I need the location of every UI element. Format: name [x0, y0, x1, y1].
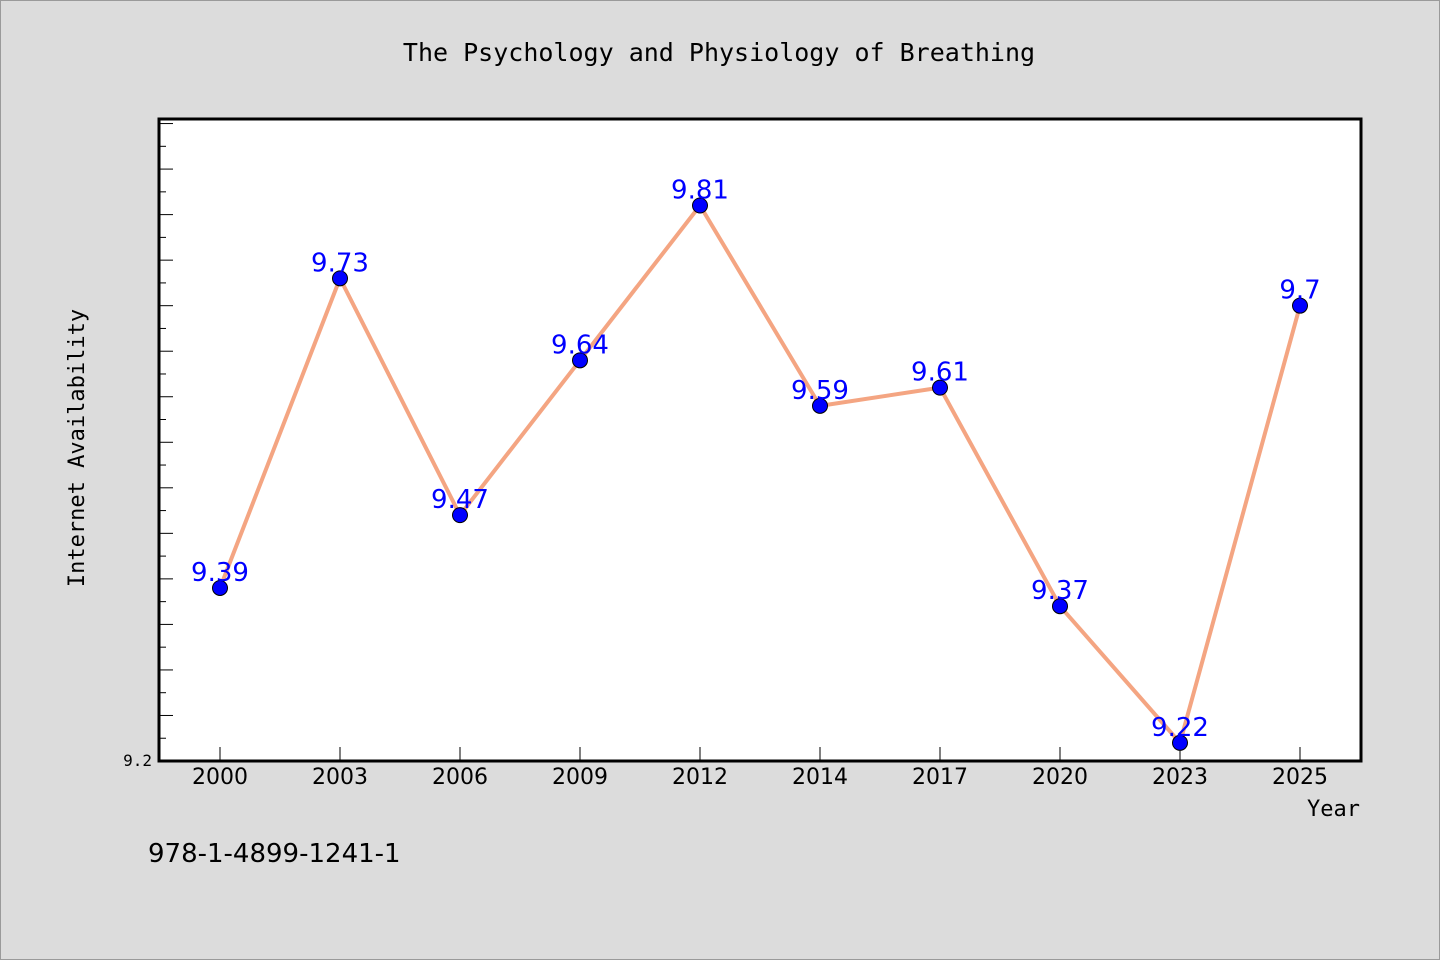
data-label: 9.59 — [791, 376, 849, 406]
data-label: 9.7 — [1279, 276, 1320, 306]
data-label: 9.73 — [311, 248, 369, 278]
data-labels: 9.39 9.73 9.47 9.64 9.81 9.59 9.61 9.37 9.22 9.7 — [191, 176, 1321, 743]
x-tick-label: 2025 — [1272, 765, 1328, 790]
x-tick-label: 2000 — [192, 765, 248, 790]
data-point — [1172, 734, 1188, 751]
data-point — [1292, 297, 1308, 314]
x-tick-label: 2020 — [1032, 765, 1088, 790]
x-axis-tick-labels: 2000 2003 2006 2009 2012 2014 2017 2020 2023 2025 — [192, 747, 1328, 790]
y-tick-label: 9.2 — [123, 751, 152, 770]
data-label: 9.81 — [671, 176, 729, 206]
x-axis-label: Year — [1307, 797, 1360, 822]
x-tick-label: 2006 — [432, 765, 488, 790]
data-label: 9.22 — [1151, 713, 1209, 743]
y-axis-ticks — [159, 123, 173, 762]
series-line — [218, 203, 1302, 745]
x-tick-label: 2017 — [912, 765, 968, 790]
y-axis-label: Internet Availability — [65, 309, 90, 587]
data-label: 9.47 — [431, 485, 489, 515]
x-tick-label: 2014 — [792, 765, 848, 790]
data-point — [812, 397, 828, 414]
caption: 978-1-4899-1241-1 — [148, 839, 401, 869]
series-1 — [212, 197, 1308, 751]
data-label: 9.37 — [1031, 576, 1089, 606]
data-point — [1052, 598, 1068, 615]
data-point — [212, 579, 228, 596]
x-tick-label: 2003 — [312, 765, 368, 790]
data-label: 9.64 — [551, 330, 609, 360]
x-tick-label: 2012 — [672, 765, 728, 790]
data-point — [692, 197, 708, 214]
data-label: 9.39 — [191, 558, 249, 588]
data-label: 9.61 — [911, 358, 969, 388]
data-point — [452, 507, 468, 524]
x-tick-label: 2023 — [1152, 765, 1208, 790]
data-point — [332, 270, 348, 287]
plot-area — [157, 117, 1363, 763]
chart-title: The Psychology and Physiology of Breathi… — [403, 38, 1035, 67]
data-point — [932, 379, 948, 396]
x-tick-label: 2009 — [552, 765, 608, 790]
data-point — [572, 352, 588, 369]
